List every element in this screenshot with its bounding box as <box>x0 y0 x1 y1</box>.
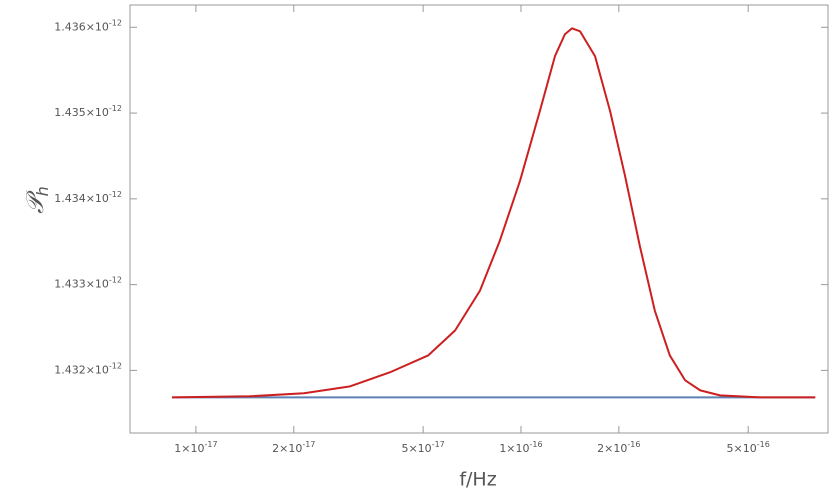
x-tick-label: 2×10-17 <box>272 440 315 456</box>
x-tick-label: 5×10-17 <box>401 440 444 456</box>
x-tick-label: 1×10-17 <box>174 440 217 456</box>
x-tick-label: 2×10-16 <box>597 440 640 456</box>
y-axis-label: 𝒫h <box>21 186 52 213</box>
y-tick-label: 1.433×10-12 <box>54 275 122 291</box>
series-line <box>171 27 816 399</box>
y-tick-label: 1.432×10-12 <box>54 361 122 377</box>
x-tick-label: 1×10-16 <box>499 440 542 456</box>
x-tick-label: 5×10-16 <box>727 440 770 456</box>
y-tick-label: 1.435×10-12 <box>54 104 122 120</box>
y-tick-label: 1.436×10-12 <box>54 18 122 34</box>
plot-frame <box>129 4 829 434</box>
y-tick-label: 1.434×10-12 <box>54 189 122 205</box>
x-axis-label: f/Hz <box>459 469 496 491</box>
